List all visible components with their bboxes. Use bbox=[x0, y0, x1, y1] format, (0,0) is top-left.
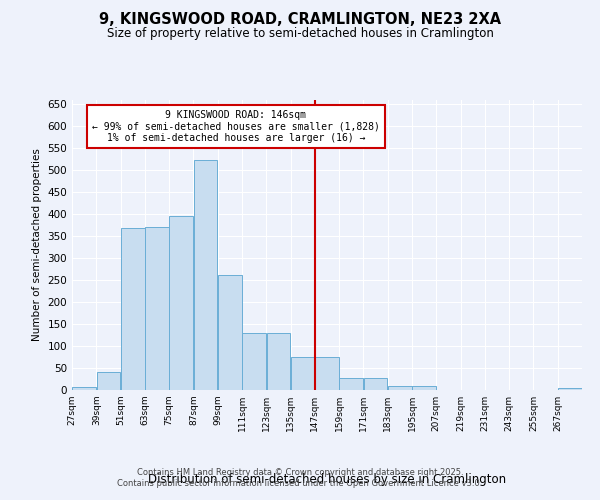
Bar bbox=[412, 386, 436, 390]
Bar bbox=[242, 333, 266, 390]
Bar bbox=[169, 216, 193, 390]
Text: Size of property relative to semi-detached houses in Cramlington: Size of property relative to semi-detach… bbox=[107, 28, 493, 40]
Bar bbox=[340, 378, 363, 390]
Bar bbox=[194, 160, 217, 390]
Bar bbox=[364, 378, 388, 390]
Bar bbox=[315, 357, 339, 390]
Bar bbox=[291, 357, 314, 390]
Y-axis label: Number of semi-detached properties: Number of semi-detached properties bbox=[32, 148, 42, 342]
Bar bbox=[558, 388, 582, 390]
X-axis label: Distribution of semi-detached houses by size in Cramlington: Distribution of semi-detached houses by … bbox=[148, 473, 506, 486]
Bar bbox=[266, 333, 290, 390]
Text: Contains HM Land Registry data © Crown copyright and database right 2025.
Contai: Contains HM Land Registry data © Crown c… bbox=[118, 468, 482, 487]
Bar bbox=[97, 372, 121, 390]
Bar bbox=[121, 228, 145, 390]
Bar bbox=[218, 275, 242, 390]
Text: 9, KINGSWOOD ROAD, CRAMLINGTON, NE23 2XA: 9, KINGSWOOD ROAD, CRAMLINGTON, NE23 2XA bbox=[99, 12, 501, 28]
Bar bbox=[388, 386, 412, 390]
Text: 9 KINGSWOOD ROAD: 146sqm
← 99% of semi-detached houses are smaller (1,828)
1% of: 9 KINGSWOOD ROAD: 146sqm ← 99% of semi-d… bbox=[92, 110, 380, 143]
Bar bbox=[72, 387, 96, 390]
Bar bbox=[145, 228, 169, 390]
